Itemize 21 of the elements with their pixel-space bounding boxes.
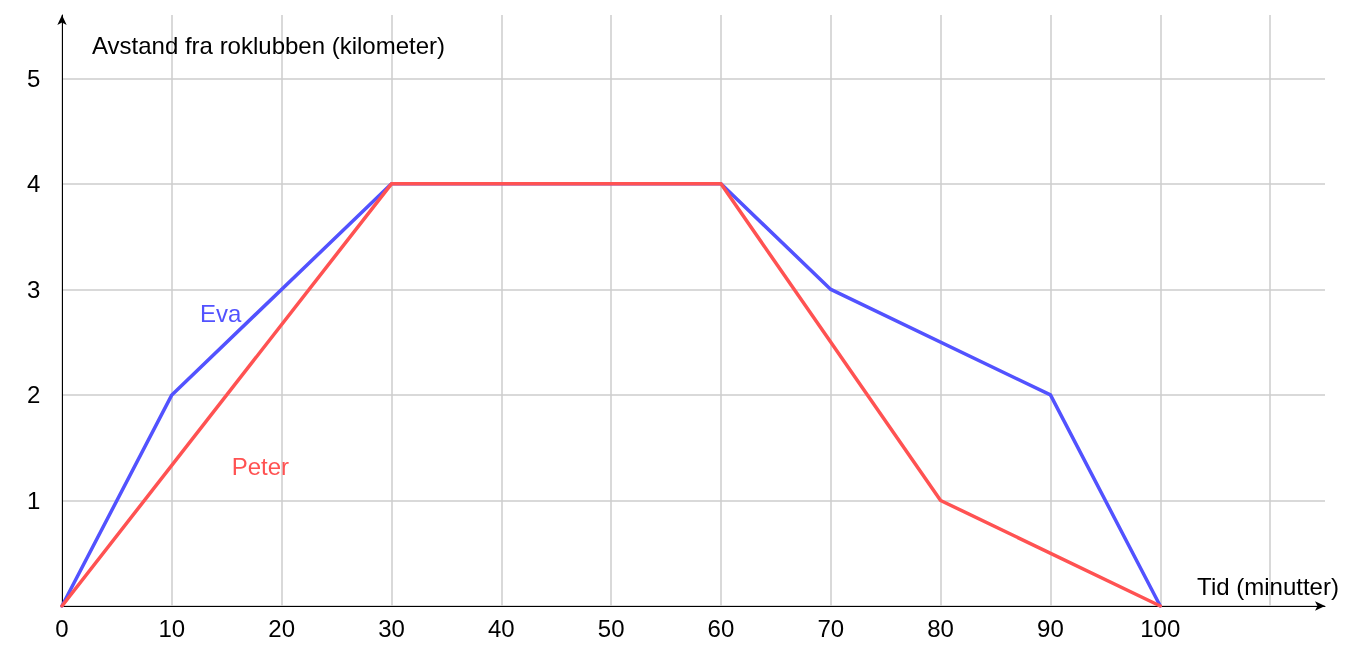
series-label: Eva xyxy=(199,299,242,327)
x-axis-title: Tid (minutter) xyxy=(1197,572,1339,600)
y-tick-label: 3 xyxy=(27,275,41,303)
y-tick-label: 4 xyxy=(27,170,41,198)
x-tick-label: 80 xyxy=(927,614,954,642)
x-tick-label: 100 xyxy=(1140,614,1181,642)
x-tick-label: 70 xyxy=(817,614,845,642)
line-series xyxy=(60,182,1163,608)
x-tick-label: 40 xyxy=(487,614,515,642)
y-tick-label: 5 xyxy=(27,64,41,92)
y-tick-label: 1 xyxy=(27,486,41,514)
series-label: Peter xyxy=(231,453,290,481)
x-tick-label: 30 xyxy=(378,614,405,642)
x-tick-label: 60 xyxy=(707,614,735,642)
x-tick-label: 0 xyxy=(55,614,69,642)
y-tick-label: 2 xyxy=(27,381,41,409)
y-axis-title: Avstand fra roklubben (kilometer) xyxy=(92,31,446,59)
x-tick-label: 20 xyxy=(268,614,295,642)
x-tick-label: 10 xyxy=(158,614,186,642)
x-tick-label: 90 xyxy=(1037,614,1064,642)
x-tick-label: 50 xyxy=(597,614,625,642)
